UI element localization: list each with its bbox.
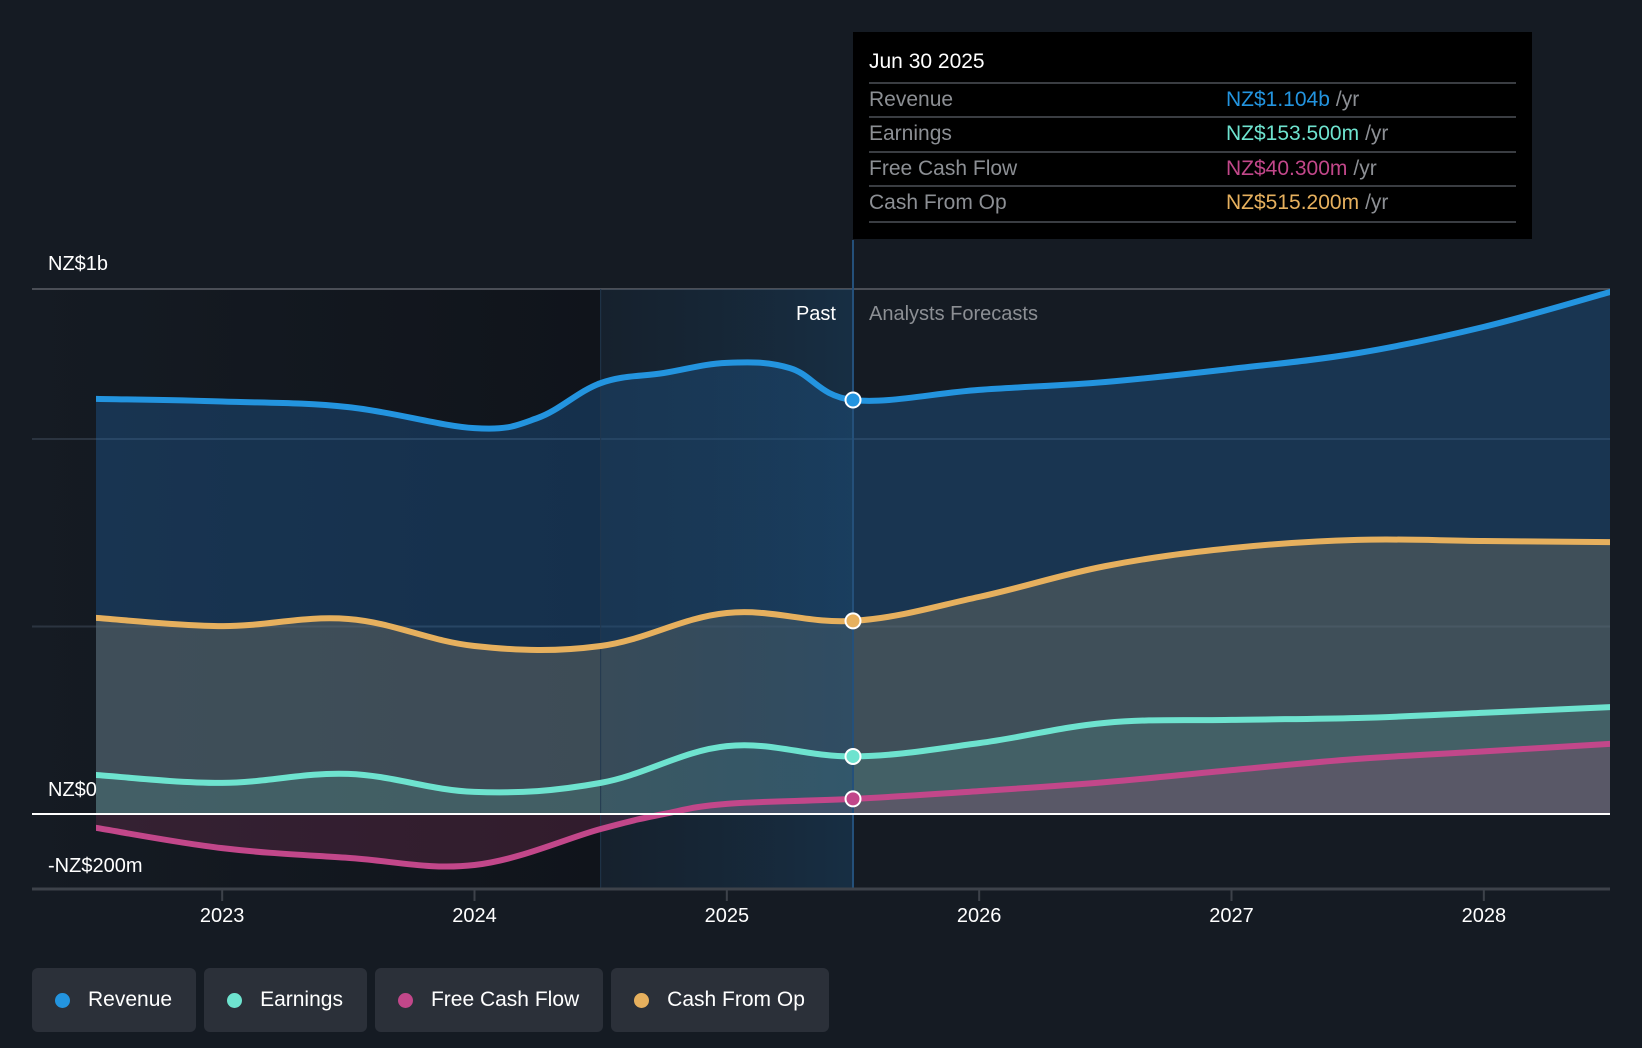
x-tick-label: 2028 — [1462, 905, 1507, 927]
x-tick-label: 2025 — [705, 905, 750, 927]
y-axis-label: NZ$1b — [48, 253, 108, 275]
tooltip-label: Cash From Op — [869, 191, 1007, 214]
y-axis-label: -NZ$200m — [48, 855, 142, 877]
earnings-marker — [844, 747, 862, 765]
legend-dot-icon — [634, 992, 650, 1008]
tooltip-row-cash-from-op: Cash From Op NZ$515.200m/yr — [869, 185, 1516, 221]
tooltip-value: NZ$515.200m/yr — [1226, 191, 1389, 214]
tooltip-value: NZ$40.300m/yr — [1226, 157, 1377, 180]
tooltip-row-earnings: Earnings NZ$153.500m/yr — [869, 116, 1516, 152]
x-tick-label: 2027 — [1209, 905, 1254, 927]
revenue-marker — [844, 391, 862, 409]
tooltip-row-revenue: Revenue NZ$1.104b/yr — [869, 82, 1516, 118]
tooltip-row-free-cash-flow: Free Cash Flow NZ$40.300m/yr — [869, 151, 1516, 187]
tooltip-value: NZ$153.500m/yr — [1226, 122, 1389, 145]
legend-label: Revenue — [88, 988, 173, 1011]
tooltip-value: NZ$1.104b/yr — [1226, 88, 1360, 111]
legend-item-revenue[interactable]: Revenue — [32, 968, 197, 1032]
tooltip-divider — [869, 221, 1516, 223]
free-cash-flow-marker — [844, 790, 862, 808]
x-tick-label: 2026 — [957, 905, 1002, 927]
legend-dot-icon — [55, 992, 70, 1008]
past-label: Past — [796, 303, 836, 325]
tooltip-date: Jun 30 2025 — [869, 50, 985, 73]
legend-item-cash-from-op[interactable]: Cash From Op — [611, 968, 829, 1032]
free-cash-flow-line — [96, 740, 1610, 870]
x-tick-label: 2024 — [452, 905, 497, 927]
tooltip-label: Revenue — [869, 88, 954, 111]
legend-label: Cash From Op — [667, 988, 805, 1011]
y-axis-label: NZ$0 — [48, 779, 97, 801]
past-region-background — [32, 289, 601, 889]
legend-label: Free Cash Flow — [430, 988, 580, 1011]
tooltip: Jun 30 2025 Revenue NZ$1.104b/yr Earning… — [853, 32, 1532, 239]
tooltip-label: Earnings — [869, 122, 952, 145]
past-band-highlight — [600, 289, 853, 889]
revenue-line — [96, 289, 1610, 432]
x-tick-label: 2023 — [200, 905, 245, 927]
legend-label: Earnings — [260, 988, 343, 1011]
legend: Revenue Earnings Free Cash Flow Cash Fro… — [32, 968, 829, 1032]
legend-item-free-cash-flow[interactable]: Free Cash Flow — [374, 968, 604, 1032]
legend-dot-icon — [227, 992, 243, 1008]
legend-item-earnings[interactable]: Earnings — [204, 968, 367, 1032]
cash-from-op-marker — [844, 612, 862, 630]
legend-dot-icon — [397, 992, 413, 1008]
forecast-label: Analysts Forecasts — [869, 303, 1038, 325]
tooltip-label: Free Cash Flow — [869, 157, 1018, 180]
